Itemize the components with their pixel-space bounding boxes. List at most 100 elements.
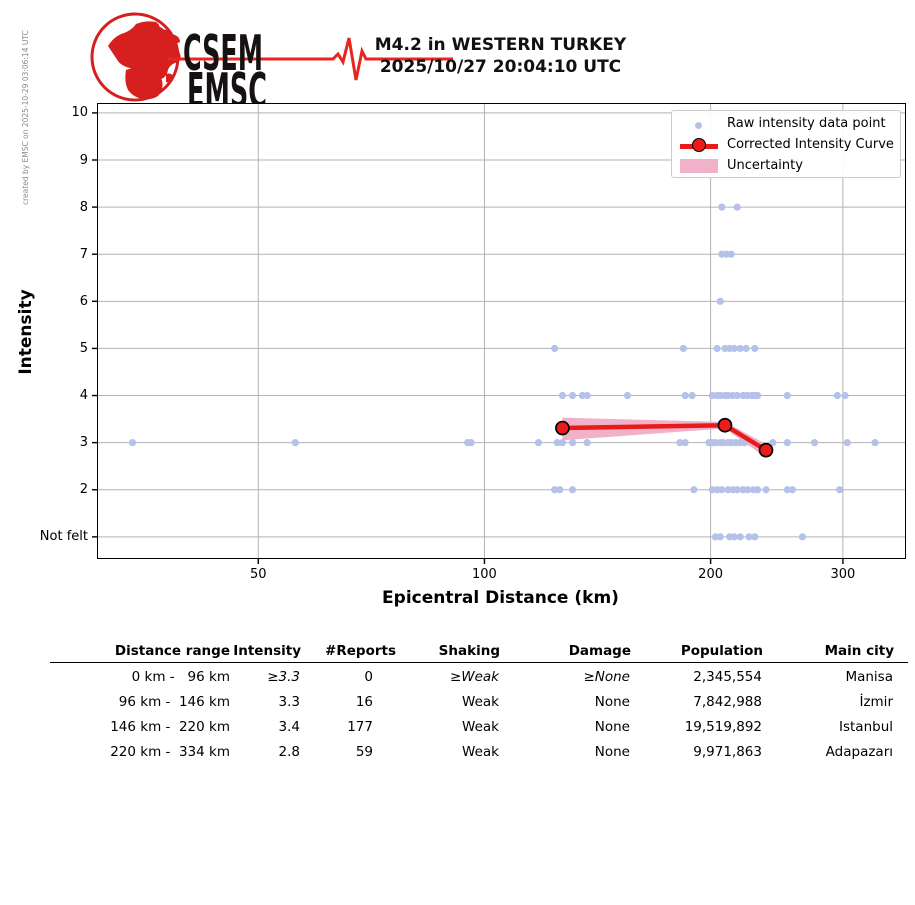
table-cell: 3.4 — [278, 719, 300, 735]
raw-data-point — [762, 486, 770, 494]
chart-legend: Raw intensity data point Corrected Inten… — [671, 110, 901, 178]
raw-data-point — [690, 486, 698, 494]
raw-data-point — [718, 203, 726, 211]
raw-data-point — [718, 486, 726, 494]
raw-data-point — [568, 486, 577, 494]
raw-data-point — [788, 486, 797, 494]
curve-marker — [758, 442, 774, 458]
raw-data-point — [754, 486, 762, 494]
raw-data-point — [769, 439, 777, 447]
raw-data-point — [733, 486, 741, 494]
table-cell: 19,519,892 — [684, 719, 762, 735]
title-datetime: 2025/10/27 20:04:10 UTC — [379, 57, 622, 77]
table-cell: None — [594, 719, 630, 735]
y-tick-label: 7 — [79, 246, 88, 262]
raw-data-point — [783, 486, 791, 494]
raw-data-point — [871, 439, 879, 447]
table-cell: 7,842,988 — [693, 694, 762, 710]
globe-icon — [90, 12, 181, 102]
y-tick-label: Not felt — [39, 529, 88, 545]
raw-data-point — [751, 533, 759, 541]
table-cell: 2,345,554 — [693, 669, 762, 685]
table-header-cell: Intensity — [233, 643, 301, 659]
raw-data-point — [713, 344, 721, 353]
raw-data-point — [783, 391, 791, 400]
table-cell: Weak — [462, 694, 499, 710]
table-cell: Weak — [462, 744, 499, 760]
raw-data-point — [551, 344, 559, 353]
legend-item-curve: Corrected Intensity Curve — [672, 135, 900, 156]
seismogram-trace-icon — [168, 37, 453, 81]
raw-data-point — [681, 439, 689, 447]
raw-data-point — [128, 439, 137, 447]
curve-marker-icon — [692, 138, 706, 152]
table-cell: 59 — [355, 744, 373, 760]
curve-marker — [717, 417, 733, 433]
chart-title: M4.2 in WESTERN TURKEY 2025/10/27 20:04:… — [238, 34, 763, 78]
raw-data-point — [841, 391, 849, 400]
raw-data-point — [843, 439, 851, 447]
raw-data-point — [783, 439, 791, 447]
table-cell: Istanbul — [838, 719, 893, 735]
x-tick-label: 100 — [472, 567, 497, 582]
table-header-cell: Damage — [568, 643, 631, 659]
raw-data-point — [716, 297, 724, 305]
raw-data-point — [553, 439, 561, 447]
raw-data-point — [568, 439, 577, 447]
raw-data-point — [676, 439, 684, 447]
raw-data-point — [679, 344, 688, 353]
uncertainty-patch-icon — [680, 159, 718, 173]
table-cell: 96 km - 146 km — [118, 694, 230, 710]
raw-point-icon — [695, 122, 702, 129]
table-cell: ≥3.3 — [267, 669, 300, 685]
raw-data-point — [688, 391, 696, 400]
table-cell: 146 km - 220 km — [110, 719, 230, 735]
curve-marker — [555, 420, 570, 436]
raw-data-point — [681, 391, 689, 400]
raw-data-point — [551, 486, 559, 494]
logo-text-emsc: EMSC — [187, 63, 267, 104]
table-cell: Manisa — [845, 669, 893, 685]
legend-item-raw: Raw intensity data point — [672, 114, 900, 135]
raw-data-point — [742, 344, 750, 353]
table-cell: 3.3 — [278, 694, 300, 710]
title-event: M4.2 in WESTERN TURKEY — [374, 35, 627, 55]
table-cell: İzmir — [859, 694, 893, 710]
table-cell: 9,971,863 — [693, 744, 762, 760]
table-header-cell: #Reports — [325, 643, 396, 659]
raw-data-point — [727, 250, 735, 258]
table-cell: 177 — [347, 719, 373, 735]
x-tick-label: 50 — [250, 567, 267, 582]
emsc-logo: CSEM EMSC — [90, 12, 453, 104]
x-axis-label: Epicentral Distance (km) — [382, 588, 619, 608]
raw-data-point — [291, 439, 299, 447]
raw-data-point — [623, 391, 632, 400]
raw-data-point — [730, 533, 738, 541]
y-tick-label: 2 — [79, 482, 88, 498]
table-cell: None — [594, 694, 630, 710]
table-cell: 16 — [355, 694, 373, 710]
legend-label-raw: Raw intensity data point — [727, 116, 886, 131]
raw-data-point — [798, 533, 807, 541]
raw-data-point — [534, 439, 543, 447]
raw-data-point — [716, 533, 724, 541]
table-cell: Adapazarı — [825, 744, 893, 760]
table-header-cell: Distance range — [114, 643, 230, 659]
raw-data-point — [736, 533, 744, 541]
raw-data-point — [583, 439, 591, 447]
table-cell: 2.8 — [278, 744, 300, 760]
y-tick-label: 4 — [79, 388, 88, 404]
table-cell: ≥Weak — [449, 669, 499, 685]
table-cell: 0 — [364, 669, 373, 685]
raw-data-point — [733, 391, 741, 400]
table-cell: 220 km - 334 km — [110, 744, 230, 760]
table-cell: None — [594, 744, 630, 760]
table-header-cell: Population — [680, 643, 763, 659]
raw-data-point — [736, 344, 744, 353]
x-tick-label: 200 — [698, 567, 723, 582]
table-cell: 0 km - 96 km — [131, 669, 230, 685]
x-tick-label: 300 — [830, 567, 856, 582]
raw-data-point — [556, 486, 564, 494]
y-tick-label: 3 — [79, 435, 88, 451]
table-header-cell: Shaking — [438, 643, 500, 659]
